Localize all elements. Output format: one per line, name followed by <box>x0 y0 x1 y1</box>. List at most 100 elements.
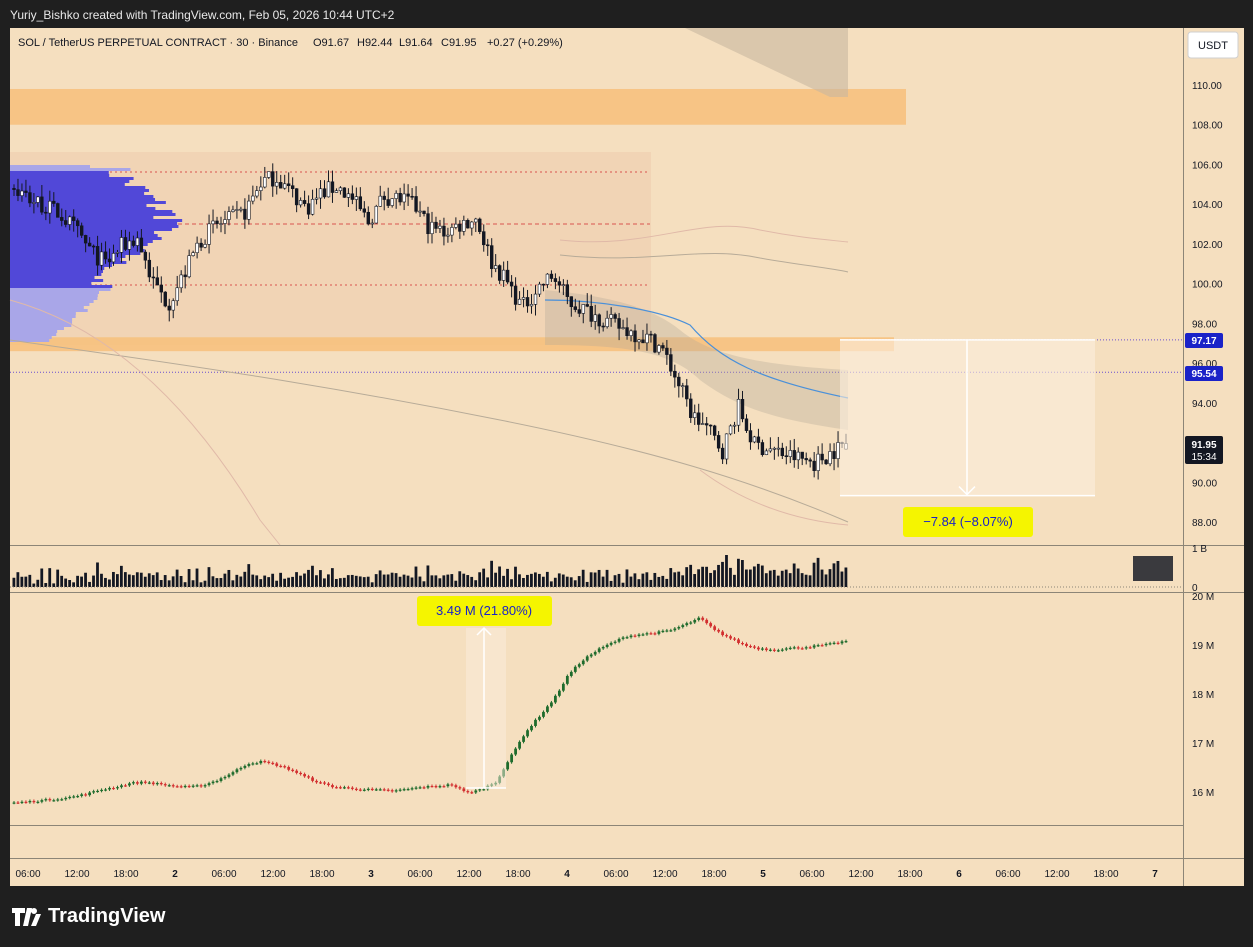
price-tick: 96.00 <box>1192 359 1217 370</box>
volume-pane-widget[interactable] <box>1133 556 1173 581</box>
candle-body <box>573 306 577 310</box>
candle-body <box>410 195 414 198</box>
candle-body <box>446 234 450 237</box>
candle-body <box>482 231 486 246</box>
volume-bar <box>621 582 625 587</box>
candle-body <box>493 265 498 269</box>
oi-body <box>649 633 653 635</box>
oi-body <box>92 791 96 793</box>
oi-body <box>681 625 685 628</box>
currency-button[interactable] <box>1187 31 1239 59</box>
pane-divider-1[interactable] <box>10 545 1244 546</box>
oi-body <box>577 664 581 667</box>
candle-body <box>52 200 56 204</box>
volume-bar <box>462 573 466 587</box>
supply-zone[interactable] <box>10 88 906 125</box>
time-axis[interactable]: 06:00 12:00 18:00 2 06:00 12:00 18:00 3 06:00 12:… <box>15 869 1158 880</box>
candle-body <box>310 198 315 215</box>
candle-body <box>135 237 140 246</box>
oi-body <box>721 631 724 636</box>
profile-row <box>10 288 111 291</box>
candle-body <box>302 200 307 204</box>
oi-body <box>645 633 649 635</box>
volume-bar <box>557 573 561 587</box>
volume-bar <box>693 574 697 587</box>
demand-zone[interactable] <box>10 337 894 352</box>
profile-row <box>10 165 91 168</box>
volume-bar <box>96 562 99 587</box>
candle-body <box>728 425 733 435</box>
oi-body <box>48 799 52 801</box>
oi-body <box>151 782 155 785</box>
price-tick: 94.00 <box>1192 399 1217 410</box>
tradingview-logo[interactable]: TradingView <box>12 905 165 928</box>
oi-body <box>211 781 215 784</box>
volume-tick: 0 <box>1192 583 1198 594</box>
volume-bar <box>104 577 107 587</box>
candle-body <box>398 192 402 203</box>
candle-body <box>83 235 88 244</box>
oi-body <box>474 790 478 793</box>
symbol-name[interactable]: SOL / TetherUS PERPETUAL CONTRACT · 30 ·… <box>18 37 298 49</box>
pane-divider-2[interactable] <box>10 592 1244 593</box>
candle-body <box>665 347 669 355</box>
oi-body <box>231 772 235 775</box>
candle-body <box>283 183 287 189</box>
oi-range-box[interactable] <box>466 628 506 788</box>
profile-row <box>10 186 146 189</box>
volume-bar <box>231 580 235 587</box>
oi-body <box>56 799 60 801</box>
volume-bar <box>725 555 728 587</box>
profile-row <box>10 297 98 300</box>
currency-button-label[interactable]: USDT <box>1198 40 1228 52</box>
candle-body <box>322 188 327 198</box>
candle-body <box>159 284 163 293</box>
oi-body <box>478 789 482 791</box>
volume-bar <box>788 573 792 587</box>
oi-body <box>120 785 123 788</box>
profile-row <box>10 312 76 315</box>
last-price-text: 91.95 <box>1191 440 1216 451</box>
time-tick: 18:00 <box>309 869 334 880</box>
oi-body <box>725 635 728 637</box>
volume-bar <box>537 573 541 587</box>
profile-row <box>10 279 104 282</box>
volume-bar <box>52 583 56 587</box>
lower-band-line-3 <box>699 469 849 526</box>
volume-bar <box>737 558 740 587</box>
candle-body <box>490 245 494 269</box>
time-tick: 5 <box>760 869 766 880</box>
candle-body <box>820 453 824 461</box>
volume-bar <box>625 569 629 587</box>
candle-body <box>521 297 526 300</box>
candle-body <box>641 339 645 344</box>
oi-body <box>824 643 828 646</box>
oi-body <box>64 797 68 800</box>
volume-bar <box>24 576 28 587</box>
oi-body <box>96 790 99 793</box>
oi-body <box>828 643 832 645</box>
oi-body <box>199 785 203 787</box>
candle-body <box>99 251 104 266</box>
time-tick: 3 <box>368 869 374 880</box>
ma-line <box>544 299 849 399</box>
price-tick: 100.00 <box>1192 280 1223 291</box>
volume-bar <box>613 575 617 587</box>
candle-body <box>442 225 446 237</box>
price-tick: 102.00 <box>1192 240 1223 251</box>
candle-body <box>609 314 613 319</box>
volume-bar <box>311 565 314 587</box>
candle-body <box>402 193 406 203</box>
volume-bar <box>366 576 370 587</box>
candle-body <box>215 220 219 224</box>
oi-body <box>808 647 812 649</box>
volume-bar <box>263 575 267 587</box>
oi-body <box>143 781 147 783</box>
candle-body <box>386 199 390 206</box>
candle-body <box>203 244 207 248</box>
volume-bar <box>12 577 16 587</box>
candle-body <box>545 273 550 285</box>
oi-body <box>291 769 295 771</box>
candle-body <box>247 200 251 220</box>
